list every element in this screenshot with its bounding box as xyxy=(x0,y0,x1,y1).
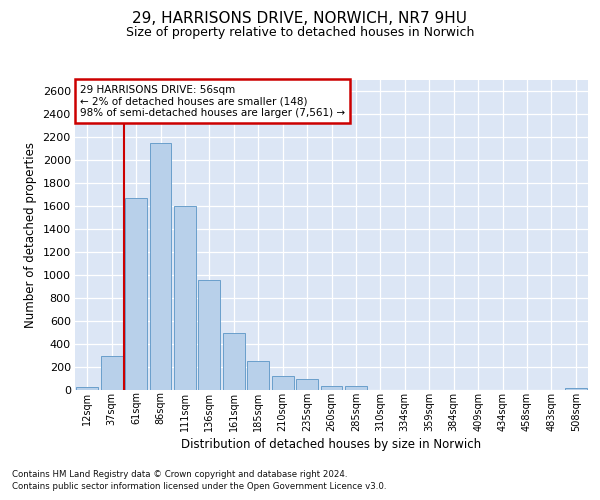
Bar xyxy=(101,356,122,390)
Text: Contains public sector information licensed under the Open Government Licence v3: Contains public sector information licen… xyxy=(12,482,386,491)
Bar xyxy=(174,206,196,390)
Bar xyxy=(345,386,367,390)
Bar xyxy=(565,388,587,390)
Bar xyxy=(272,376,293,390)
Bar xyxy=(247,362,269,390)
Bar xyxy=(320,386,343,390)
Text: Contains HM Land Registry data © Crown copyright and database right 2024.: Contains HM Land Registry data © Crown c… xyxy=(12,470,347,479)
Bar xyxy=(296,378,318,390)
Bar xyxy=(125,198,147,390)
Text: 29 HARRISONS DRIVE: 56sqm
← 2% of detached houses are smaller (148)
98% of semi-: 29 HARRISONS DRIVE: 56sqm ← 2% of detach… xyxy=(80,84,345,118)
Bar xyxy=(223,332,245,390)
Text: Size of property relative to detached houses in Norwich: Size of property relative to detached ho… xyxy=(126,26,474,39)
Bar xyxy=(76,387,98,390)
Bar xyxy=(149,143,172,390)
X-axis label: Distribution of detached houses by size in Norwich: Distribution of detached houses by size … xyxy=(181,438,482,450)
Bar xyxy=(199,280,220,390)
Text: 29, HARRISONS DRIVE, NORWICH, NR7 9HU: 29, HARRISONS DRIVE, NORWICH, NR7 9HU xyxy=(133,11,467,26)
Y-axis label: Number of detached properties: Number of detached properties xyxy=(24,142,37,328)
